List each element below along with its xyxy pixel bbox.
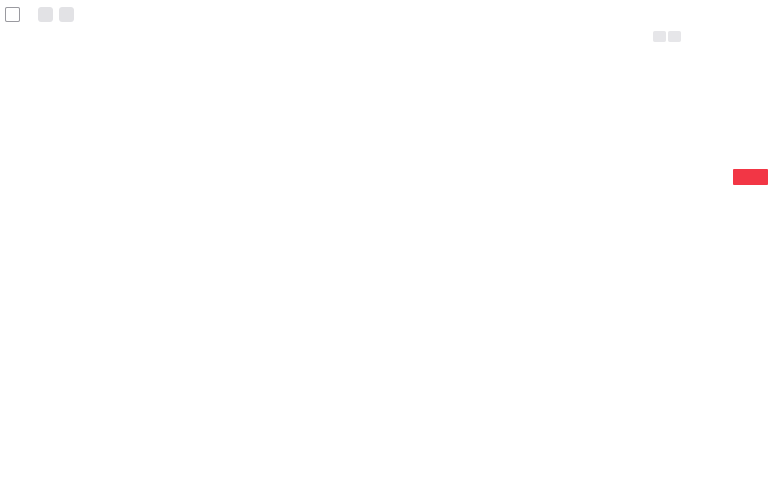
collapse-pane-icon[interactable] bbox=[5, 6, 20, 22]
scale-down-button[interactable] bbox=[653, 31, 666, 42]
gear-icon[interactable] bbox=[59, 6, 74, 22]
visibility-icon[interactable] bbox=[38, 6, 53, 22]
last-price-badge bbox=[733, 169, 768, 185]
scale-up-button[interactable] bbox=[668, 31, 681, 42]
scale-buttons bbox=[653, 31, 681, 42]
chart-header bbox=[5, 5, 114, 23]
